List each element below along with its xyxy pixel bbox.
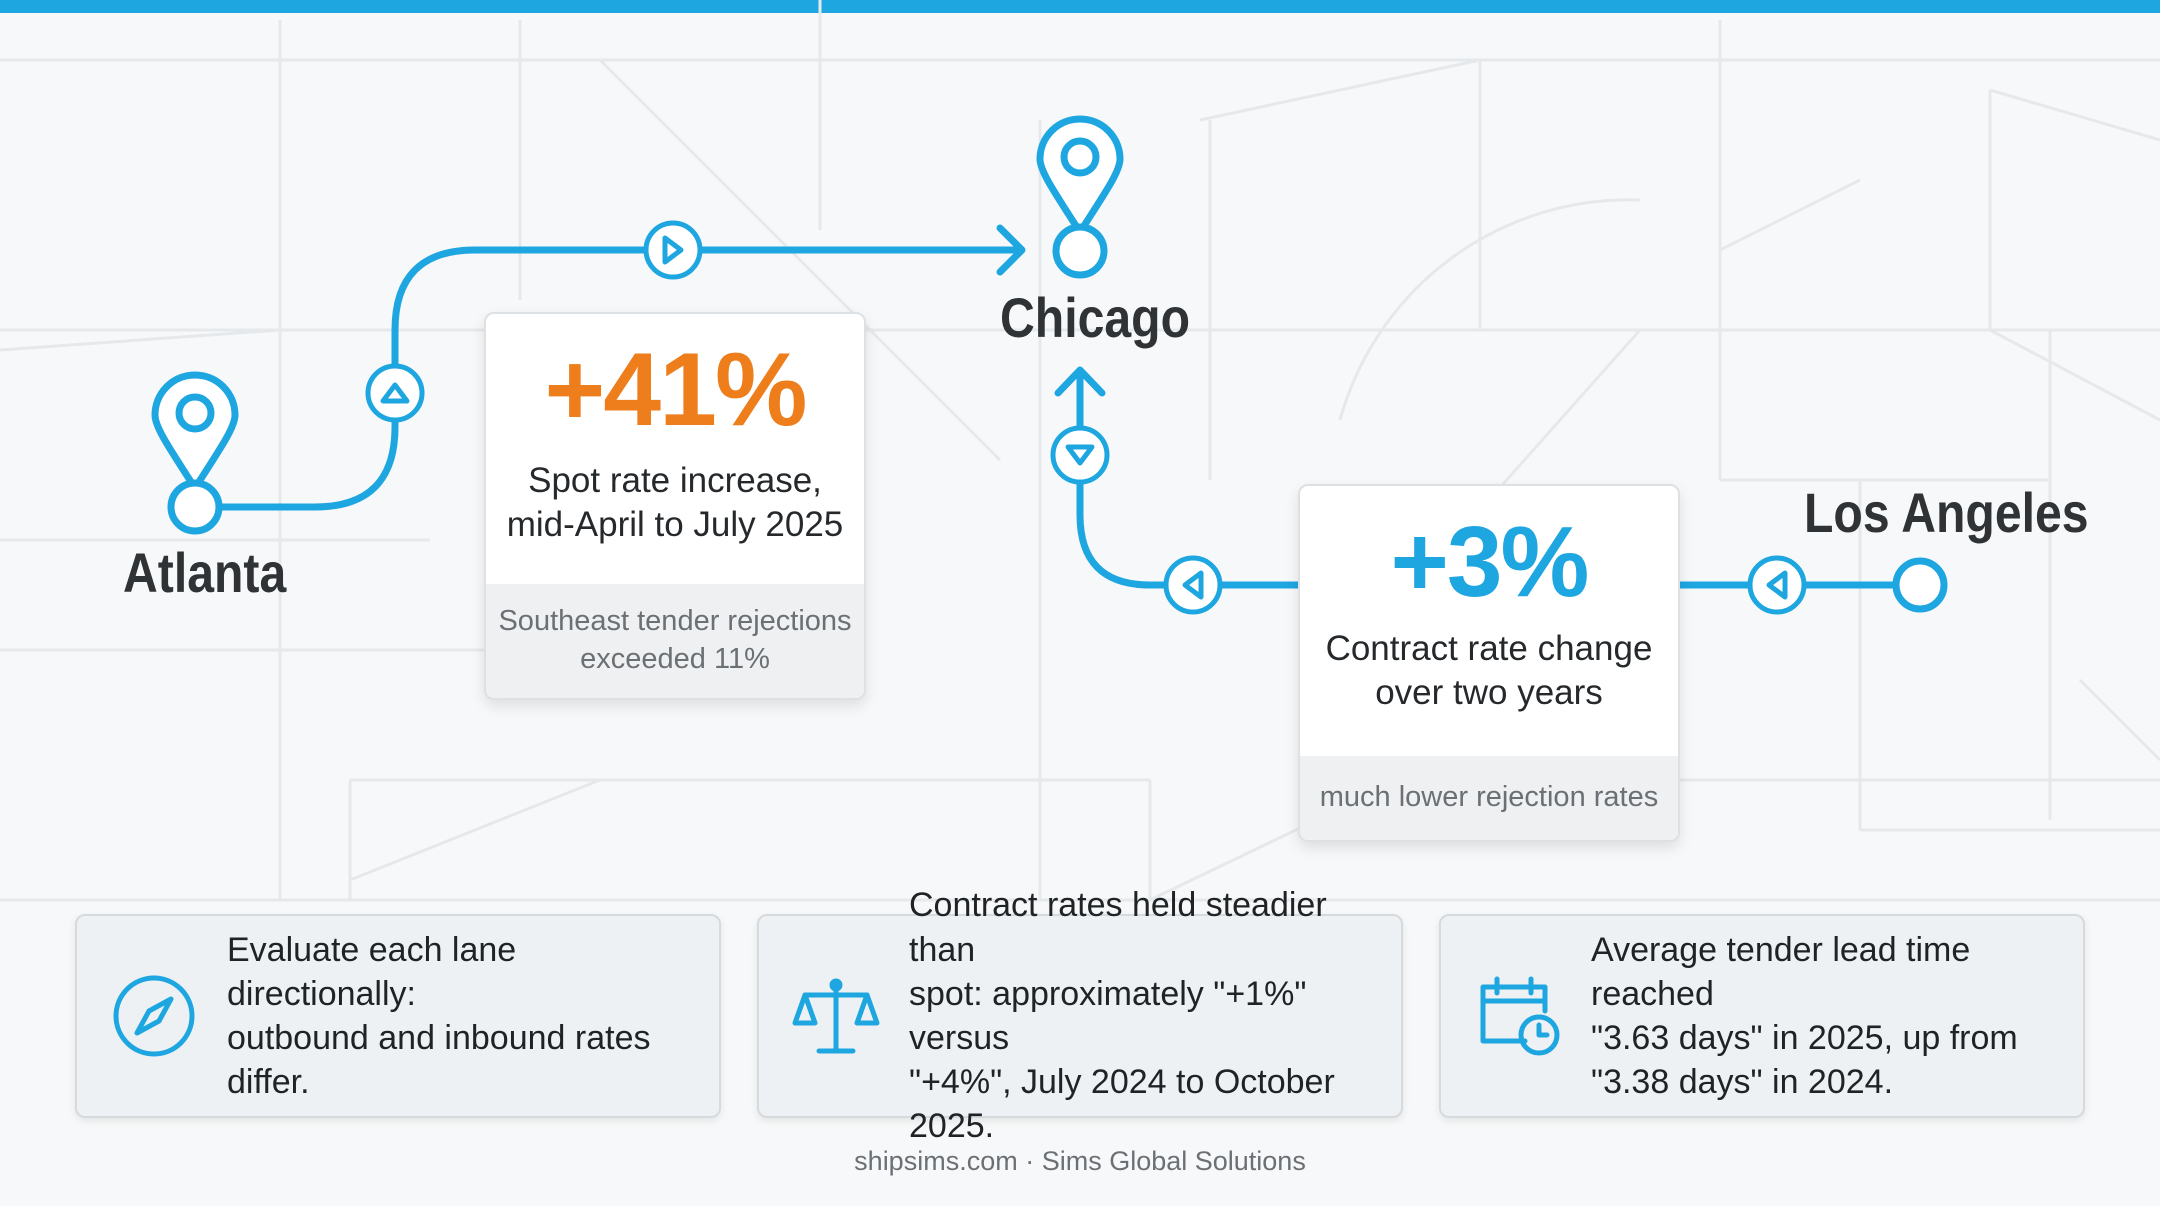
info-card-directional-text: Evaluate each lane directionally: outbou…	[227, 928, 699, 1105]
compass-icon	[113, 975, 195, 1057]
contract-rate-description-line1: Contract rate change	[1325, 629, 1653, 668]
route-arrowhead-north	[1054, 366, 1106, 397]
info-card-contract-rates-line2: spot: approximately "+1%" versus	[909, 974, 1307, 1057]
info-card-directional-line1: Evaluate each lane directionally:	[227, 930, 517, 1013]
waypoint-west-icon	[1163, 555, 1223, 615]
contract-rate-note: much lower rejection rates	[1300, 756, 1678, 840]
info-card-lead-time-line2: "3.63 days" in 2025, up from	[1591, 1019, 2018, 1057]
city-label-chicago: Chicago	[1000, 286, 1190, 349]
info-card-directional-line2: outbound and inbound rates differ.	[227, 1019, 651, 1102]
contract-rate-stat-card: +3% Contract rate change over two years …	[1298, 484, 1680, 842]
contract-rate-description: Contract rate change over two years	[1300, 627, 1678, 715]
info-card-directional: Evaluate each lane directionally: outbou…	[75, 914, 721, 1118]
waypoint-south-icon	[1050, 425, 1110, 485]
spot-rate-stat-card: +41% Spot rate increase, mid-April to Ju…	[484, 312, 866, 700]
info-card-lead-time-line1: Average tender lead time reached	[1591, 930, 1971, 1013]
top-accent-bar	[0, 0, 2160, 13]
los-angeles-endpoint-icon	[1892, 557, 1948, 613]
route-arrowhead-east	[996, 224, 1026, 276]
contract-rate-note-text: much lower rejection rates	[1319, 781, 1659, 814]
info-card-contract-rates: Contract rates held steadier than spot: …	[757, 886, 1403, 1145]
spot-rate-note-line1: Southeast tender rejections	[498, 605, 852, 638]
city-label-atlanta: Atlanta	[123, 541, 287, 604]
contract-rate-description-line2: over two years	[1375, 672, 1603, 712]
spot-rate-note: Southeast tender rejections exceeded 11%	[486, 584, 864, 698]
spot-rate-description: Spot rate increase, mid-April to July 20…	[486, 459, 864, 547]
chicago-pin-icon	[1036, 115, 1124, 279]
atlanta-pin-icon	[151, 371, 239, 535]
spot-rate-description-line1: Spot rate increase,	[528, 461, 822, 501]
waypoint-north-icon	[365, 363, 425, 423]
waypoint-east-icon	[643, 220, 703, 280]
info-card-lead-time-line3: "3.38 days" in 2024.	[1591, 1063, 1894, 1102]
balance-scale-icon	[792, 978, 880, 1054]
waypoint-west-icon	[1747, 555, 1807, 615]
info-card-contract-rates-line3: "+4%", July 2024 to October 2025.	[909, 1063, 1335, 1146]
info-card-lead-time: Average tender lead time reached "3.63 d…	[1439, 914, 2085, 1118]
footer-attribution: shipsims.com · Sims Global Solutions	[854, 1146, 1306, 1176]
info-card-lead-time-text: Average tender lead time reached "3.63 d…	[1591, 928, 2063, 1105]
info-card-contract-rates-text: Contract rates held steadier than spot: …	[909, 883, 1381, 1148]
spot-rate-description-line2: mid-April to July 2025	[506, 504, 844, 544]
city-label-los-angeles: Los Angeles	[1804, 481, 2089, 544]
spot-rate-value: +41%	[544, 332, 808, 448]
contract-rate-value: +3%	[1390, 506, 1590, 618]
calendar-clock-icon	[1480, 976, 1560, 1056]
info-card-contract-rates-line1: Contract rates held steadier than	[909, 886, 1327, 969]
spot-rate-note-line2: exceeded 11%	[580, 643, 770, 675]
